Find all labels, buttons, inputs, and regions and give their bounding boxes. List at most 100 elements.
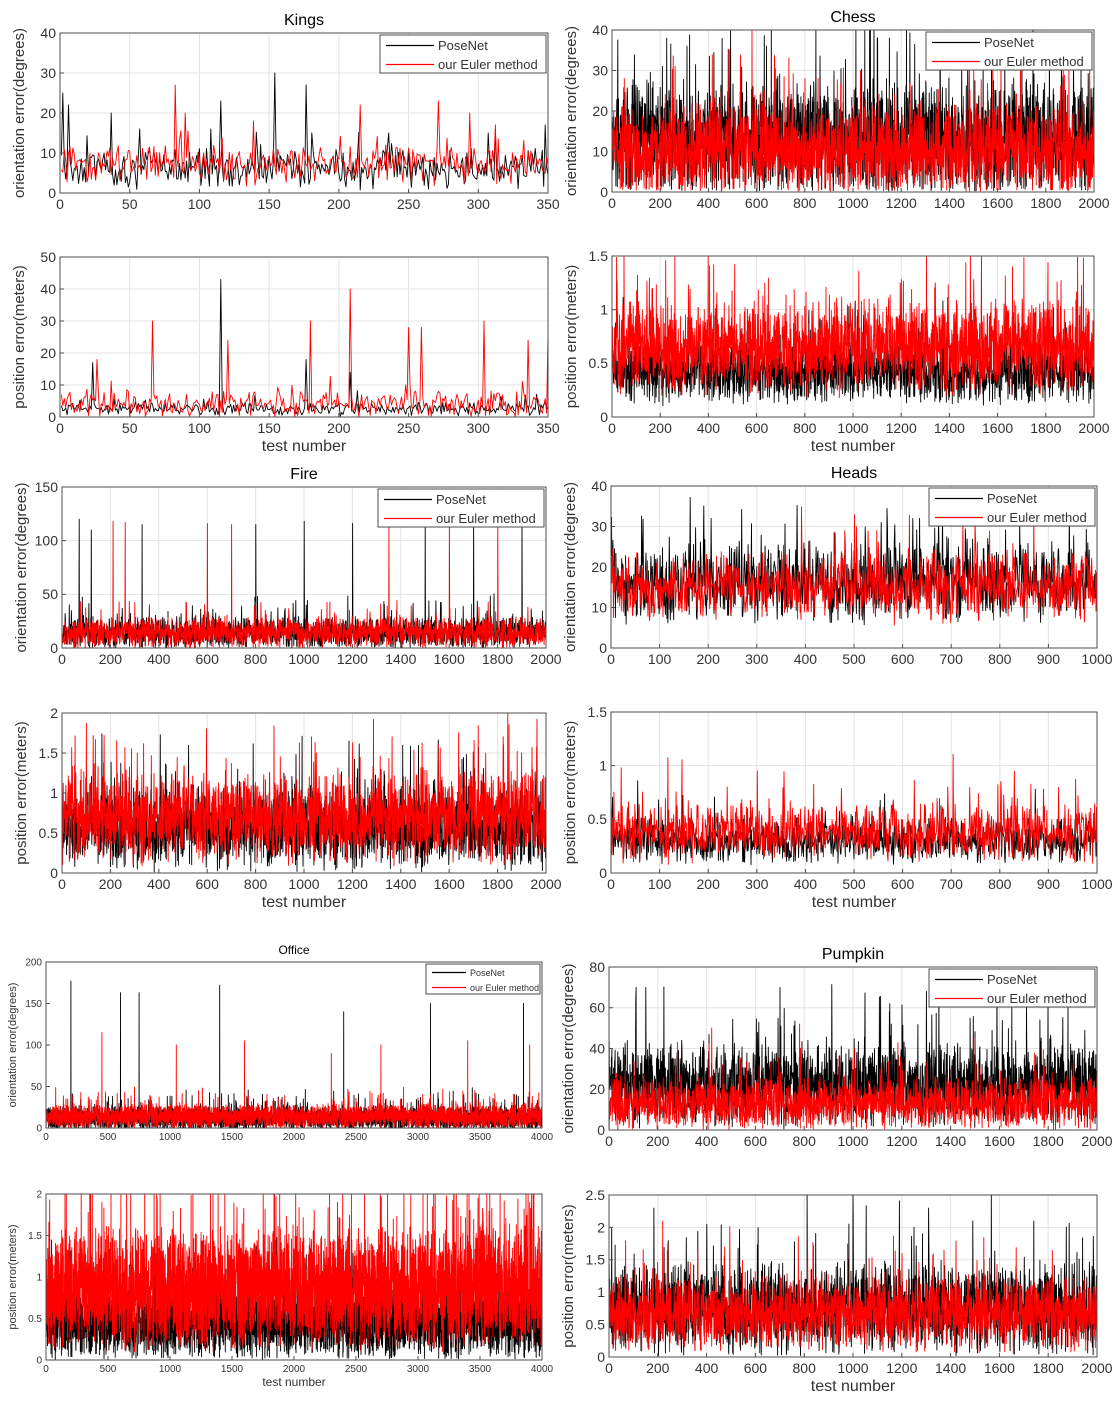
y-tick-label: 0 (36, 1124, 42, 1135)
x-tick-label: 1600 (984, 1360, 1015, 1376)
y-tick-label: 20 (589, 1081, 605, 1097)
legend-label: our Euler method (987, 510, 1087, 525)
x-tick-label: 100 (648, 651, 672, 667)
y-tick-label: 200 (25, 958, 42, 969)
chart-kings-pos: 0 50 100 150 200 250 300 350 0 10 20 30 40 50 test num… (11, 249, 560, 455)
x-tick-label: 3000 (407, 1364, 430, 1375)
y-tick-label: 20 (592, 103, 608, 119)
chart-pumpkin-ori: 0 200 400 600 800 1000 1200 1400 1600 1800 2000 0 20… (560, 946, 1113, 1149)
x-tick-label: 1000 (288, 876, 319, 892)
y-tick-label: 0 (50, 865, 58, 881)
x-axis-label: test number (262, 894, 347, 911)
y-tick-label: 0.5 (588, 811, 608, 827)
x-tick-label: 2000 (1078, 195, 1109, 211)
x-tick-label: 1000 (837, 420, 868, 436)
y-tick-label: 0.5 (589, 355, 609, 371)
legend: PoseNet our Euler method (425, 963, 541, 995)
x-tick-label: 0 (43, 1364, 49, 1375)
x-tick-label: 200 (649, 420, 673, 436)
x-tick-label: 800 (244, 651, 268, 667)
y-tick-label: 0 (36, 1356, 42, 1367)
y-tick-label: 40 (591, 478, 607, 494)
x-tick-label: 100 (648, 876, 672, 892)
x-tick-label: 400 (794, 876, 818, 892)
x-tick-label: 3000 (407, 1132, 430, 1143)
y-tick-label: 0.5 (586, 1317, 606, 1333)
x-tick-label: 2000 (1081, 1133, 1112, 1149)
y-tick-label: 0 (599, 640, 607, 656)
x-tick-label: 150 (257, 420, 281, 436)
series-line-posenet (60, 278, 549, 417)
y-tick-label: 0 (600, 409, 608, 425)
y-tick-label: 1 (600, 302, 608, 318)
series-line-euler (45, 1032, 543, 1129)
y-tick-label: 40 (40, 281, 56, 297)
y-tick-label: 1 (50, 785, 58, 801)
x-tick-label: 0 (58, 651, 66, 667)
x-tick-label: 200 (99, 876, 123, 892)
y-tick-label: 10 (592, 143, 608, 159)
x-tick-label: 3500 (469, 1132, 492, 1143)
x-tick-label: 1600 (434, 876, 465, 892)
y-tick-label: 20 (40, 105, 56, 121)
x-tick-label: 2000 (1078, 420, 1109, 436)
x-tick-label: 200 (327, 196, 351, 212)
x-tick-label: 800 (988, 651, 1012, 667)
x-axis-label: test number (811, 1378, 896, 1395)
x-tick-label: 1400 (934, 420, 965, 436)
x-tick-label: 1400 (934, 195, 965, 211)
y-tick-label: 0 (48, 409, 56, 425)
series-line-euler (611, 506, 1098, 626)
chart-title: Fire (290, 466, 318, 483)
x-tick-label: 1000 (837, 195, 868, 211)
legend-box (379, 34, 547, 74)
y-tick-label: 2 (50, 705, 58, 721)
y-tick-label: 0 (599, 865, 607, 881)
x-tick-label: 1800 (1033, 1133, 1064, 1149)
y-tick-label: 10 (40, 377, 56, 393)
x-tick-label: 100 (188, 420, 212, 436)
x-tick-label: 200 (649, 195, 673, 211)
y-tick-label: 0 (48, 185, 56, 201)
x-tick-label: 500 (100, 1132, 117, 1143)
y-tick-label: 20 (40, 345, 56, 361)
x-tick-label: 3500 (469, 1364, 492, 1375)
x-tick-label: 1800 (482, 876, 513, 892)
y-tick-label: 1.5 (28, 1231, 42, 1242)
legend: PoseNet our Euler method (928, 487, 1096, 527)
y-tick-label: 20 (591, 559, 607, 575)
y-axis-label: orientation error(degrees) (7, 983, 19, 1108)
x-tick-label: 0 (605, 1360, 613, 1376)
x-tick-label: 250 (397, 420, 421, 436)
y-tick-label: 1.5 (586, 1252, 606, 1268)
y-axis-label: position error(meters) (7, 1224, 19, 1329)
legend: PoseNet our Euler method (377, 488, 545, 528)
legend-box (928, 968, 1096, 1008)
x-tick-label: 300 (467, 420, 491, 436)
x-tick-label: 600 (196, 651, 220, 667)
x-tick-label: 400 (794, 651, 818, 667)
x-tick-label: 50 (122, 420, 138, 436)
x-tick-label: 200 (646, 1133, 670, 1149)
y-tick-label: 0 (597, 1122, 605, 1138)
x-tick-label: 2000 (1081, 1360, 1112, 1376)
x-tick-label: 1400 (935, 1133, 966, 1149)
series-line-euler (61, 712, 547, 867)
y-axis-label: orientation error(degrees) (13, 482, 30, 652)
y-tick-label: 1.5 (39, 745, 59, 761)
x-tick-label: 2500 (345, 1132, 368, 1143)
series-line-posenet (60, 72, 549, 191)
x-tick-label: 800 (793, 1360, 817, 1376)
x-tick-label: 200 (646, 1360, 670, 1376)
x-tick-label: 600 (891, 876, 915, 892)
y-tick-label: 0 (600, 184, 608, 200)
x-tick-label: 350 (536, 420, 560, 436)
y-tick-label: 0.5 (28, 1314, 42, 1325)
y-axis-label: position error(meters) (13, 721, 30, 864)
chart-fire-ori: 0 200 400 600 800 1000 1200 1400 1600 1800 2000 0 50… (13, 466, 562, 667)
x-tick-label: 600 (745, 420, 769, 436)
chart-kings-ori: 0 50 100 150 200 250 300 350 0 10 20 30 40 Kings orien… (11, 12, 560, 212)
x-tick-label: 1800 (1030, 420, 1061, 436)
x-tick-label: 4000 (531, 1132, 554, 1143)
x-tick-label: 400 (697, 420, 721, 436)
